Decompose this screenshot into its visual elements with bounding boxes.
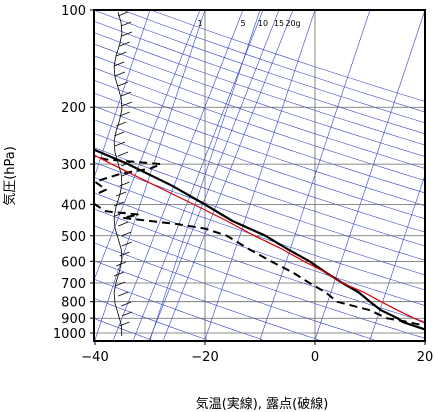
isotherm-line <box>369 173 425 340</box>
dry-adiabat-line <box>94 67 425 181</box>
wind-barb <box>121 91 132 97</box>
y-tick-label: 1000 <box>53 327 86 342</box>
wind-barb <box>115 261 127 267</box>
isotherm-line <box>204 10 316 340</box>
dry-adiabat-line <box>94 20 425 135</box>
x-tick-label: 0 <box>311 350 319 365</box>
wind-barb <box>115 191 127 197</box>
wind-barb <box>117 81 129 87</box>
y-tick-label: 500 <box>61 230 86 245</box>
mixing-ratio-label: 15 <box>274 19 284 28</box>
dry-adiabat-line <box>94 79 425 194</box>
wind-barb <box>117 11 129 17</box>
wind-barb <box>114 71 126 77</box>
dry-adiabat-line <box>94 10 425 124</box>
wind-barb <box>121 101 133 107</box>
y-tick-label: 700 <box>61 277 86 292</box>
y-tick-label: 600 <box>61 255 86 270</box>
x-tick-label: 20 <box>417 350 434 365</box>
wind-barb <box>114 281 126 287</box>
wind-barb <box>114 141 126 147</box>
wind-barb <box>117 151 129 157</box>
dry-adiabat-line <box>94 92 425 207</box>
dry-adiabat-line <box>94 278 263 341</box>
dry-adiabat-line <box>94 242 375 341</box>
dry-adiabat-line <box>94 208 425 322</box>
y-tick-label: 800 <box>61 296 86 311</box>
dry-adiabat-line <box>94 133 425 247</box>
y-tick-label: 400 <box>61 198 86 213</box>
isotherm-line <box>424 338 425 340</box>
y-tick-label: 100 <box>61 4 86 19</box>
dry-adiabat-line <box>94 192 425 306</box>
dry-adiabat-line <box>94 161 425 276</box>
wind-barb <box>119 251 130 257</box>
wind-barb <box>121 171 133 177</box>
wind-barb <box>120 21 132 27</box>
wind-barb <box>119 111 130 117</box>
y-tick-label: 300 <box>61 158 86 173</box>
wind-barb <box>119 321 130 327</box>
wind-barb <box>113 271 125 277</box>
x-axis-title: 気温(実線), 露点(破線) <box>196 396 329 412</box>
plot-frame <box>93 9 426 342</box>
wind-barb <box>114 211 126 217</box>
wind-barb <box>121 31 133 37</box>
isotherm-line <box>314 10 425 340</box>
wind-barb <box>113 131 125 137</box>
dry-adiabat-line <box>94 260 319 341</box>
dry-adiabat-line <box>94 105 425 220</box>
wind-barb <box>121 241 132 247</box>
x-tick-label: −20 <box>191 350 218 365</box>
dry-adiabat-line <box>94 32 425 146</box>
wind-barb <box>119 181 130 187</box>
wind-barb <box>119 41 130 47</box>
dry-adiabat-line <box>94 298 208 341</box>
sounding-series <box>94 148 425 331</box>
wind-barb <box>121 231 132 237</box>
wind-barb <box>116 51 127 57</box>
dry-adiabat-line <box>94 225 425 339</box>
mixing-ratio-label: 1 <box>197 19 202 28</box>
mixing-ratio-label: 10 <box>258 19 268 28</box>
dry-adiabat-line <box>94 119 425 233</box>
y-tick-label: 200 <box>61 101 86 116</box>
dry-adiabat-line <box>150 10 425 102</box>
mixing-ratio-label: 5 <box>240 19 245 28</box>
mixing-ratio-line <box>132 10 264 341</box>
dry-adiabat-line <box>94 43 425 157</box>
wind-barb <box>118 221 129 227</box>
dry-adiabat-line <box>94 147 425 261</box>
mixing-ratio-line <box>112 10 244 341</box>
parcel-line <box>94 154 425 324</box>
wind-barb <box>121 301 132 307</box>
y-axis-title: 気圧(hPa) <box>2 146 18 206</box>
wind-barb <box>113 61 125 67</box>
mixing-ratio-label: 20g <box>285 19 300 28</box>
x-tick-label: −40 <box>81 350 108 365</box>
wind-barbs <box>113 11 133 337</box>
wind-barb <box>118 291 129 297</box>
wind-barb <box>121 311 132 317</box>
x-axis-ticks: −80−60−40−2002040 <box>81 341 434 365</box>
y-tick-label: 900 <box>61 312 86 327</box>
mixing-ratio-line <box>148 10 280 341</box>
wind-barb <box>121 161 132 167</box>
mixing-ratio-labels: 1 5 10 15 20g <box>197 19 300 28</box>
dewpoint-line <box>94 155 425 327</box>
mixing-ratio-line <box>162 10 294 341</box>
wind-barb <box>116 121 127 127</box>
dry-adiabat-line <box>94 55 425 169</box>
wind-barb <box>113 201 125 207</box>
